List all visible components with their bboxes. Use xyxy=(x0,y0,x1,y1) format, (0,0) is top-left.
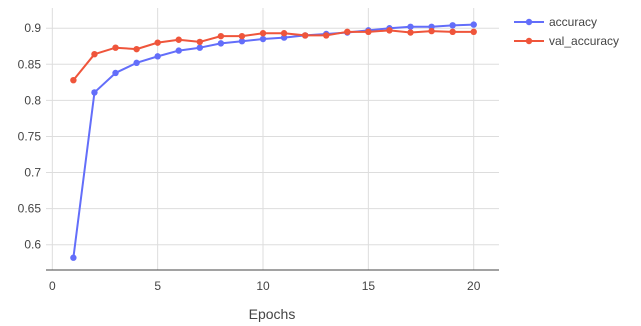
data-point-accuracy[interactable] xyxy=(196,44,204,51)
data-point-val_accuracy[interactable] xyxy=(280,30,288,37)
data-point-accuracy[interactable] xyxy=(217,40,225,47)
data-point-accuracy[interactable] xyxy=(238,38,246,45)
data-point-val_accuracy[interactable] xyxy=(449,28,456,36)
data-point-accuracy[interactable] xyxy=(449,22,456,29)
y-tick-label: 0.75 xyxy=(18,129,42,143)
data-point-accuracy[interactable] xyxy=(91,89,98,96)
legend-marker xyxy=(525,37,533,45)
axes: 0 5 10 15 20 0.6 0.65 0.7 0.75 0.8 0.85 0.9 xyxy=(18,21,499,293)
data-point-val_accuracy[interactable] xyxy=(428,27,435,35)
series-layer xyxy=(70,21,477,261)
data-point-accuracy[interactable] xyxy=(112,69,119,77)
x-tick-label: 15 xyxy=(362,279,376,293)
data-point-val_accuracy[interactable] xyxy=(70,76,77,84)
y-tick-label: 0.65 xyxy=(18,202,42,216)
data-point-accuracy[interactable] xyxy=(133,59,140,67)
legend-item-val_accuracy[interactable]: val_accuracy xyxy=(514,34,619,48)
data-point-accuracy[interactable] xyxy=(407,23,414,30)
legend-label: accuracy xyxy=(549,15,597,29)
legend[interactable]: accuracy val_accuracy xyxy=(514,15,619,48)
data-point-accuracy[interactable] xyxy=(259,35,267,43)
data-point-val_accuracy[interactable] xyxy=(470,28,477,36)
grid xyxy=(46,8,499,270)
data-point-val_accuracy[interactable] xyxy=(175,36,182,43)
series-line-accuracy xyxy=(72,23,474,258)
data-point-accuracy[interactable] xyxy=(70,254,77,261)
x-tick-label: 5 xyxy=(154,279,161,293)
data-point-val_accuracy[interactable] xyxy=(365,28,372,36)
y-tick-label: 0.8 xyxy=(24,93,41,107)
data-point-accuracy[interactable] xyxy=(175,47,182,54)
legend-item-accuracy[interactable]: accuracy xyxy=(514,15,597,29)
x-tick-label: 10 xyxy=(256,279,270,293)
data-point-val_accuracy[interactable] xyxy=(407,29,414,36)
data-point-accuracy[interactable] xyxy=(470,21,477,28)
legend-label: val_accuracy xyxy=(549,34,619,48)
data-point-val_accuracy[interactable] xyxy=(323,32,330,39)
y-tick-label: 0.6 xyxy=(24,238,41,252)
x-tick-label: 0 xyxy=(49,279,56,293)
data-point-val_accuracy[interactable] xyxy=(196,38,204,46)
data-point-val_accuracy[interactable] xyxy=(154,39,161,46)
data-point-val_accuracy[interactable] xyxy=(259,30,267,37)
y-tick-label: 0.9 xyxy=(24,21,41,35)
legend-marker xyxy=(525,18,533,26)
y-tick-label: 0.85 xyxy=(18,57,42,71)
data-point-val_accuracy[interactable] xyxy=(133,45,140,53)
data-point-val_accuracy[interactable] xyxy=(344,28,351,36)
x-axis-title: Epochs xyxy=(249,306,296,322)
data-point-val_accuracy[interactable] xyxy=(386,27,393,34)
x-tick-label: 20 xyxy=(467,279,481,293)
data-point-val_accuracy[interactable] xyxy=(238,32,246,40)
data-point-accuracy[interactable] xyxy=(154,53,161,60)
data-point-val_accuracy[interactable] xyxy=(112,44,119,51)
data-point-val_accuracy[interactable] xyxy=(301,32,309,39)
data-point-val_accuracy[interactable] xyxy=(217,32,225,40)
y-tick-label: 0.7 xyxy=(24,166,41,180)
series-line-val_accuracy xyxy=(72,29,474,81)
data-point-val_accuracy[interactable] xyxy=(91,50,98,58)
